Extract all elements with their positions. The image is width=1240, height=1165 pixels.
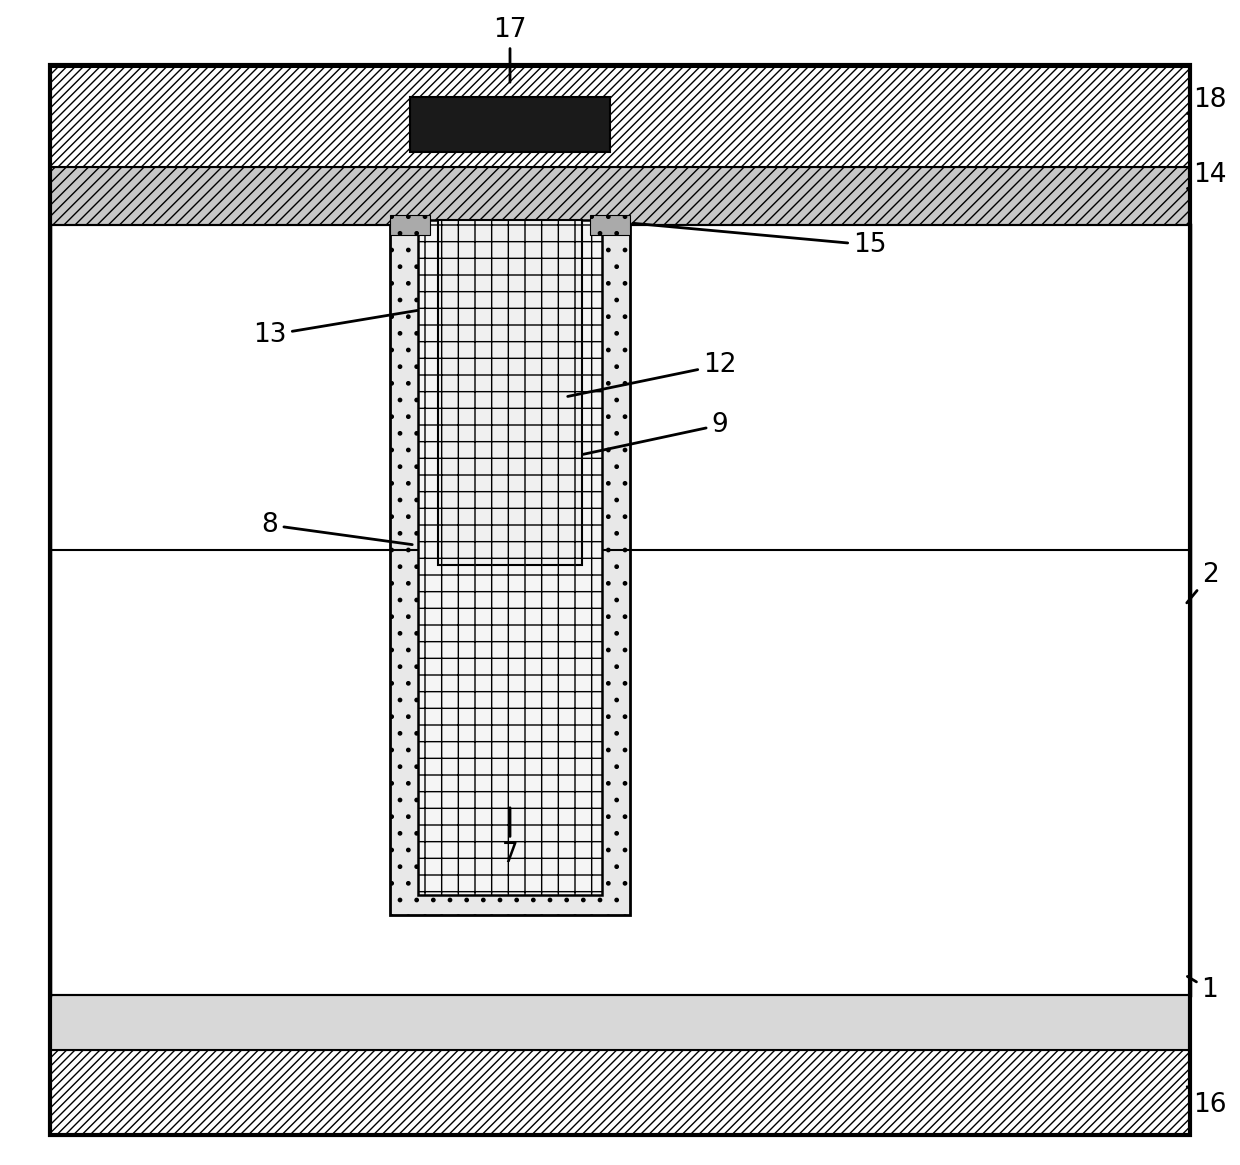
Bar: [50, 1050, 1190, 1135]
Text: 13: 13: [253, 310, 417, 348]
Bar: [50, 225, 1190, 550]
Bar: [391, 216, 430, 235]
Bar: [50, 68, 1190, 167]
Bar: [391, 225, 630, 915]
Text: 8: 8: [262, 511, 412, 544]
Text: 12: 12: [568, 352, 737, 396]
Text: 2: 2: [1187, 562, 1219, 602]
Bar: [438, 220, 582, 565]
Bar: [590, 216, 630, 235]
Bar: [418, 220, 601, 895]
Bar: [50, 167, 1190, 225]
Text: 18: 18: [1188, 87, 1226, 113]
Text: 16: 16: [1187, 1087, 1226, 1118]
Bar: [410, 97, 610, 151]
Text: 15: 15: [632, 224, 887, 257]
Bar: [50, 550, 1190, 995]
Text: 17: 17: [494, 17, 527, 83]
Text: 14: 14: [1188, 162, 1226, 189]
Text: 1: 1: [1188, 976, 1219, 1003]
Text: 9: 9: [583, 412, 728, 454]
Bar: [50, 995, 1190, 1050]
Text: 7: 7: [502, 807, 518, 868]
